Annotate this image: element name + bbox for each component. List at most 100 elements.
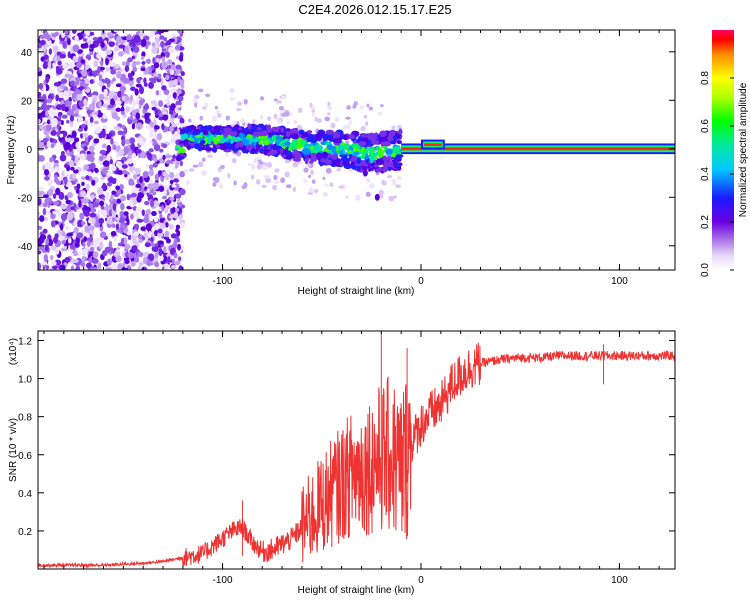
noise-speckle — [66, 232, 74, 237]
noise-speckle — [45, 264, 50, 270]
noise-speckle — [154, 261, 160, 268]
signal-blob — [328, 134, 334, 141]
signal-blob — [353, 151, 359, 156]
signal-blob — [324, 158, 330, 165]
noise-speckle — [104, 96, 109, 101]
noise-speckle — [163, 246, 167, 253]
noise-speckle — [56, 123, 60, 130]
noise-speckle — [83, 145, 88, 151]
noise-speckle — [120, 195, 127, 202]
noise-speckle — [85, 232, 90, 239]
noise-speckle — [55, 104, 63, 111]
noise-speckle — [110, 193, 114, 202]
noise-speckle — [61, 230, 66, 237]
noise-speckle — [92, 266, 98, 270]
faint-speckle — [231, 120, 238, 125]
faint-speckle — [346, 105, 351, 110]
faint-speckle — [207, 154, 213, 158]
noise-speckle — [154, 108, 159, 117]
noise-speckle — [167, 64, 172, 70]
noise-speckle — [60, 78, 68, 84]
signal-blob — [321, 151, 329, 159]
faint-speckle — [307, 174, 312, 179]
spectrogram-xtick-label: -100 — [213, 276, 233, 287]
noise-speckle — [141, 55, 145, 60]
noise-speckle — [92, 258, 99, 264]
noise-speckle — [146, 188, 150, 193]
signal-blob — [376, 134, 381, 139]
faint-speckle — [212, 115, 217, 122]
noise-speckle — [43, 61, 48, 66]
faint-speckle — [267, 162, 273, 168]
signal-blob — [216, 144, 221, 149]
noise-speckle — [157, 109, 161, 115]
faint-speckle — [322, 176, 326, 180]
noise-speckle — [178, 54, 184, 62]
signal-blob — [379, 130, 388, 137]
noise-speckle — [80, 59, 86, 64]
noise-speckle — [48, 238, 54, 247]
noise-speckle — [176, 76, 181, 82]
faint-speckle — [233, 180, 237, 186]
noise-speckle — [46, 140, 52, 148]
noise-speckle — [169, 179, 174, 185]
noise-speckle — [102, 113, 108, 119]
faint-speckle — [325, 167, 332, 174]
noise-speckle — [131, 62, 137, 69]
noise-speckle — [138, 261, 144, 267]
signal-blob — [368, 167, 373, 171]
noise-speckle — [86, 240, 91, 247]
noise-speckle — [175, 193, 182, 199]
noise-speckle — [133, 46, 140, 53]
noise-speckle — [89, 225, 95, 231]
noise-speckle — [130, 86, 136, 92]
noise-speckle — [114, 64, 120, 69]
signal-blob — [259, 148, 264, 154]
noise-speckle — [175, 100, 182, 107]
noise-speckle — [46, 98, 53, 104]
signal-blob — [338, 144, 344, 151]
signal-blob — [309, 146, 315, 150]
noise-speckle — [59, 53, 66, 59]
faint-speckle — [317, 118, 322, 124]
noise-speckle — [114, 47, 118, 53]
signal-streak — [335, 159, 341, 167]
faint-speckle — [176, 128, 181, 135]
noise-speckle — [72, 113, 79, 117]
noise-speckle — [43, 254, 48, 262]
noise-speckle — [157, 73, 162, 80]
noise-speckle — [55, 187, 61, 196]
noise-speckle — [72, 55, 78, 63]
noise-speckle — [93, 51, 98, 60]
noise-speckle — [73, 252, 79, 257]
noise-speckle — [106, 216, 113, 225]
noise-speckle — [118, 216, 126, 224]
noise-speckle — [94, 127, 101, 134]
faint-speckle — [240, 118, 246, 124]
noise-speckle — [121, 164, 128, 169]
noise-speckle — [53, 160, 59, 164]
noise-speckle — [177, 256, 182, 262]
faint-speckle — [273, 180, 279, 185]
signal-blob — [320, 140, 327, 146]
figure-title: C2E4.2026.012.15.17.E25 — [298, 2, 452, 17]
noise-speckle — [129, 115, 134, 120]
noise-speckle — [145, 223, 152, 232]
noise-speckle — [133, 223, 140, 230]
faint-speckle — [330, 122, 336, 129]
noise-speckle — [73, 169, 79, 174]
noise-speckle — [80, 153, 86, 161]
faint-speckle — [274, 168, 280, 173]
noise-speckle — [106, 78, 111, 85]
noise-speckle — [115, 160, 123, 168]
signal-blob — [289, 128, 298, 135]
noise-speckle — [92, 251, 99, 259]
noise-speckle — [112, 144, 117, 151]
faint-speckle — [236, 101, 243, 106]
noise-speckle — [134, 167, 141, 175]
noise-speckle — [148, 148, 154, 153]
noise-speckle — [153, 157, 158, 162]
noise-speckle — [163, 89, 170, 95]
signal-blob — [236, 129, 242, 133]
faint-speckle — [285, 184, 292, 189]
